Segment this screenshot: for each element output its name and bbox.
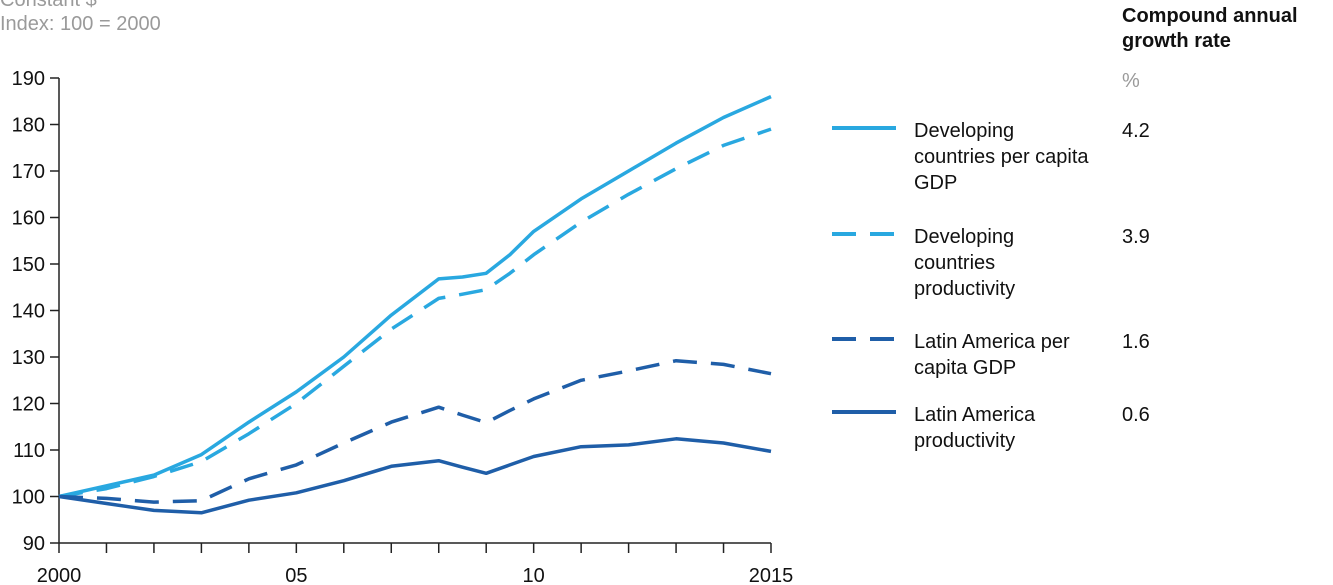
legend-swatch-developing-gdp	[832, 126, 896, 130]
legend-label-developing-productivity: Developing countries productivity	[914, 226, 1016, 300]
legend-rate-developing-productivity: 3.9	[1122, 226, 1150, 248]
legend-label-latam-productivity: Latin America productivity	[914, 404, 1036, 452]
y-tick-label: 110	[13, 440, 45, 462]
legend-label-developing-gdp: Developing countries per capita GDP	[914, 120, 1089, 194]
series-line-0	[58, 94, 772, 499]
y-tick-label: 180	[12, 115, 45, 137]
y-tick-label: 140	[12, 301, 45, 323]
subtitle-line-1: Constant $	[0, 0, 97, 11]
growth-rate-unit: %	[1122, 70, 1140, 92]
legend-swatch-latam-gdp	[832, 337, 896, 341]
legend-rate-developing-gdp: 4.2	[1122, 120, 1150, 142]
y-tick-label: 130	[12, 347, 45, 369]
y-tick-label: 100	[12, 487, 45, 509]
legend-rate-latam-productivity: 0.6	[1122, 404, 1150, 426]
growth-rate-header: Compound annual growth rate	[1122, 5, 1298, 52]
legend-item-latam-productivity: Latin America productivity	[832, 402, 1094, 454]
x-tick-label: 05	[285, 565, 307, 585]
chart-subtitle: Constant $ Index: 100 = 2000	[0, 0, 161, 36]
chart-axes: 90 100 110 120 130 140 150 160 170 180 190 2000 05 10…	[12, 68, 794, 585]
legend-label-latam-gdp: Latin America per capita GDP	[914, 331, 1070, 379]
legend-item-latam-gdp: Latin America per capita GDP	[832, 329, 1094, 381]
y-tick-label: 150	[12, 254, 45, 276]
series-line-1	[58, 127, 772, 499]
x-tick-label: 2000	[37, 565, 82, 585]
y-tick-label: 170	[12, 161, 45, 183]
subtitle-line-2: Index: 100 = 2000	[0, 13, 161, 35]
line-chart: 90 100 110 120 130 140 150 160 170 180 190 2000 05 10…	[12, 68, 794, 585]
y-tick-label: 90	[23, 533, 45, 555]
legend-swatch-developing-productivity	[832, 232, 896, 236]
legend-item-developing-productivity: Developing countries productivity	[832, 224, 1094, 302]
y-tick-label: 160	[12, 208, 45, 230]
series-line-3	[58, 437, 772, 515]
chart-series	[58, 94, 772, 515]
y-tick-label: 120	[12, 394, 45, 416]
x-tick-label: 2015	[749, 565, 794, 585]
legend-item-developing-gdp: Developing countries per capita GDP	[832, 118, 1094, 196]
y-tick-label: 190	[12, 68, 45, 90]
legend-rate-latam-gdp: 1.6	[1122, 331, 1150, 353]
legend-swatch-latam-productivity	[832, 410, 896, 414]
series-line-2	[58, 358, 772, 504]
x-tick-label: 10	[523, 565, 545, 585]
